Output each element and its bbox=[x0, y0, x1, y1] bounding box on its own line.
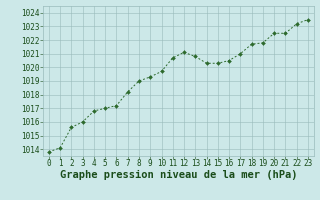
X-axis label: Graphe pression niveau de la mer (hPa): Graphe pression niveau de la mer (hPa) bbox=[60, 170, 297, 180]
